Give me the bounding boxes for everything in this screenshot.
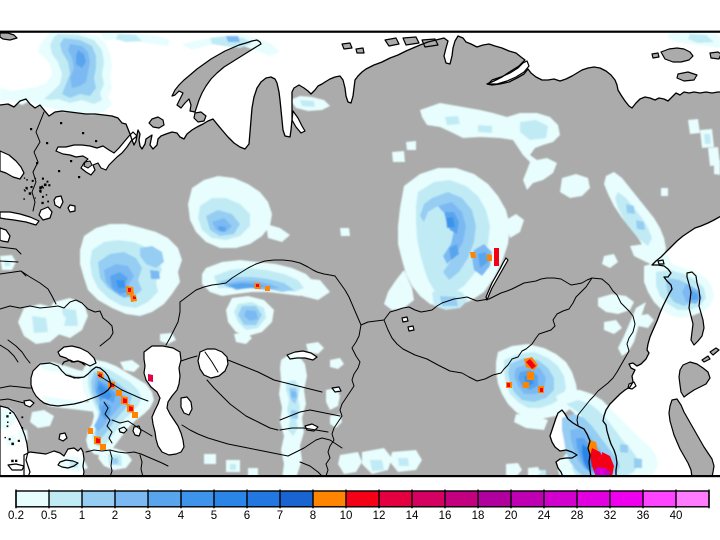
svg-text:40: 40: [670, 510, 683, 522]
svg-text:16: 16: [439, 510, 452, 522]
svg-text:7: 7: [277, 510, 283, 522]
svg-text:1: 1: [79, 510, 85, 522]
svg-text:3: 3: [145, 510, 151, 522]
svg-text:36: 36: [637, 510, 650, 522]
svg-text:24: 24: [538, 510, 551, 522]
svg-text:18: 18: [472, 510, 485, 522]
svg-text:5: 5: [211, 510, 217, 522]
svg-text:4: 4: [178, 510, 185, 522]
svg-text:14: 14: [406, 510, 419, 522]
svg-text:8: 8: [310, 510, 316, 522]
svg-text:2: 2: [112, 510, 118, 522]
svg-text:32: 32: [604, 510, 617, 522]
svg-text:6: 6: [244, 510, 250, 522]
svg-text:0.5: 0.5: [41, 510, 57, 522]
svg-text:20: 20: [505, 510, 518, 522]
svg-text:12: 12: [373, 510, 386, 522]
svg-text:10: 10: [340, 510, 353, 522]
svg-text:0.2: 0.2: [8, 510, 24, 522]
svg-text:28: 28: [571, 510, 584, 522]
